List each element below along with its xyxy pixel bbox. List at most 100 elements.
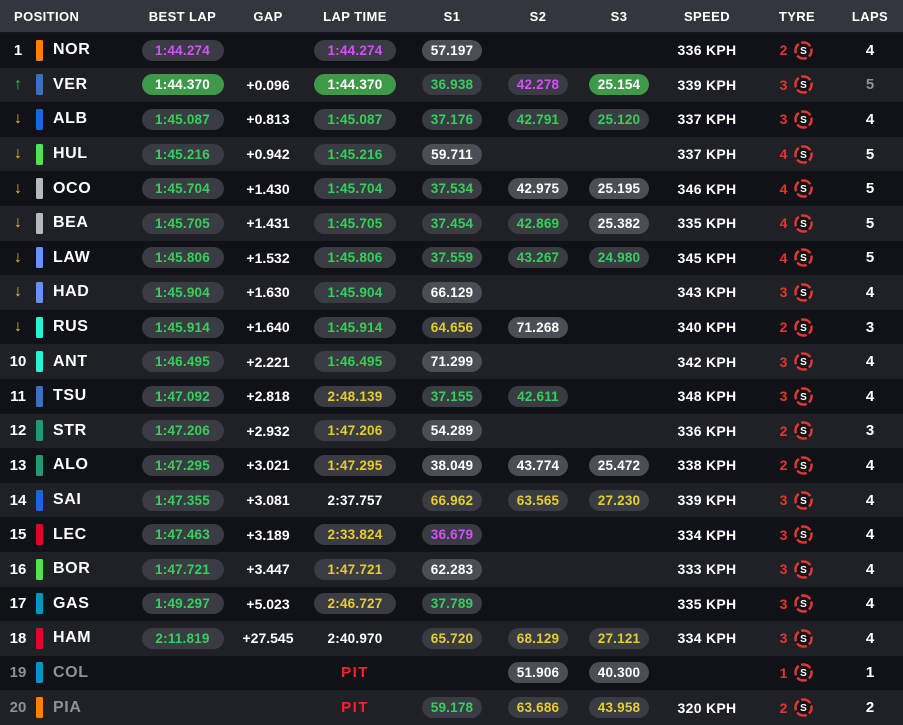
team-color-bar [36,74,43,96]
table-row[interactable]: ↓ RUS 1:45.914 +1.640 1:45.914 64.656 71… [0,309,903,345]
tyre-compound-letter: S [801,115,808,126]
speed-value: 346 KPH [677,180,737,197]
laps-count: 4 [865,560,875,578]
sector1-time: 38.049 [421,454,483,476]
table-row[interactable]: ↓ ALB 1:45.087 +0.813 1:45.087 37.176 42… [0,102,903,137]
speed-value: 335 KPH [677,595,737,612]
driver-code: COL [53,663,89,681]
team-color-bar [36,524,43,546]
speed-value: 334 KPH [677,630,737,647]
tyre-stint-count: 2 [779,319,788,336]
tyre-stint-count: 3 [779,526,788,543]
gap-value: +2.932 [246,422,290,439]
driver-code: ALB [53,110,88,128]
soft-tyre-icon: S [793,490,814,511]
sector3-time: 25.382 [588,212,650,234]
soft-tyre-icon: S [793,144,814,165]
header-best-lap: BEST LAP [148,8,217,24]
driver-code: NOR [53,41,91,59]
header-lap-time: LAP TIME [323,8,387,24]
header-s3: S3 [610,8,628,24]
table-row[interactable]: 13 ALO 1:47.295 +3.021 1:47.295 38.049 4… [0,448,903,483]
tyre-compound-letter: S [801,81,808,92]
best-lap-time: 1:47.721 [141,558,224,580]
laps-count: 4 [865,456,875,474]
best-lap-time: 1:45.087 [141,108,224,130]
best-lap-time: 2:11.819 [141,627,224,649]
position-indicator: 14 [9,491,27,509]
tyre-stint-count: 4 [779,249,788,266]
table-row[interactable]: 17 GAS 1:49.297 +5.023 2:46.727 37.789 3… [0,586,903,622]
table-row[interactable]: 10 ANT 1:46.495 +2.221 1:46.495 71.299 3… [0,344,903,379]
gap-value: +3.447 [246,561,290,578]
soft-tyre-icon: S [793,213,814,234]
table-row[interactable]: ↓ BEA 1:45.705 +1.431 1:45.705 37.454 42… [0,205,903,241]
best-lap-time: 1:45.216 [141,143,224,165]
gap-value: +0.813 [246,111,290,128]
lap-time: 1:45.904 [314,281,396,303]
table-row[interactable]: 1 NOR 1:44.274 1:44.274 57.197 336 KPH 2… [0,33,903,68]
table-row[interactable]: 15 LEC 1:47.463 +3.189 2:33.824 36.679 3… [0,517,903,552]
position-indicator: 10 [9,353,27,371]
table-row[interactable]: 14 SAI 1:47.355 +3.081 2:37.757 66.962 6… [0,482,903,518]
gap-value: +3.189 [246,526,290,543]
table-row[interactable]: ↓ LAW 1:45.806 +1.532 1:45.806 37.559 43… [0,240,903,276]
tyre-compound-letter: S [801,703,808,714]
sector1-time: 57.197 [421,39,483,61]
table-row[interactable]: 18 HAM 2:11.819 +27.545 2:40.970 65.720 … [0,621,903,656]
laps-count: 4 [865,41,875,59]
table-row[interactable]: 16 BOR 1:47.721 +3.447 1:47.721 62.283 3… [0,551,903,587]
table-row[interactable]: 12 STR 1:47.206 +2.932 1:47.206 54.289 3… [0,413,903,449]
sector1-time: 65.720 [421,627,483,649]
table-row[interactable]: ↓ OCO 1:45.704 +1.430 1:45.704 37.534 42… [0,171,903,206]
sector3-time: 25.195 [588,178,650,200]
soft-tyre-icon: S [793,40,814,61]
lap-time: 2:48.139 [314,385,396,407]
gap-value: +0.942 [246,146,290,163]
table-row[interactable]: 19 COL PIT 51.906 40.300 1 S 1 [0,655,903,691]
sector3-time: 27.121 [588,627,650,649]
sector1-time: 71.299 [421,351,483,373]
position-indicator: 13 [9,456,27,474]
gap-value: +0.096 [246,76,290,93]
tyre-stint-count: 3 [779,284,788,301]
soft-tyre-icon: S [793,662,814,683]
sector2-time: 42.278 [507,74,569,96]
best-lap-time: 1:47.463 [141,524,224,546]
tyre-stint-count: 4 [779,146,788,163]
tyre-compound-letter: S [801,565,808,576]
tyre-compound-letter: S [801,530,808,541]
position-indicator: ↓ [14,248,22,266]
soft-tyre-icon: S [793,386,814,407]
table-row[interactable]: ↓ HAD 1:45.904 +1.630 1:45.904 66.129 34… [0,275,903,310]
table-row[interactable]: 20 PIA PIT 59.178 63.686 43.958 320 KPH … [0,690,903,725]
laps-count: 4 [865,283,875,301]
table-row[interactable]: ↑ VER 1:44.370 +0.096 1:44.370 36.938 42… [0,67,903,103]
header-s2: S2 [529,8,547,24]
table-row[interactable]: ↓ HUL 1:45.216 +0.942 1:45.216 59.711 33… [0,136,903,172]
sector1-time: 36.938 [421,74,483,96]
lap-time: 1:45.914 [314,316,396,338]
sector1-time: 66.962 [421,489,483,511]
gap-value: +1.630 [246,284,290,301]
tyre-stint-count: 1 [779,664,788,681]
best-lap-time: 1:45.806 [141,247,224,269]
sector1-time: 36.679 [421,524,483,546]
header-laps: LAPS [851,8,889,24]
tyre-compound-letter: S [801,288,808,299]
sector2-time: 63.686 [507,697,569,719]
tyre-compound-letter: S [801,634,808,645]
tyre-compound-letter: S [801,392,808,403]
lap-time: 1:47.721 [314,558,396,580]
lap-time: 2:40.970 [327,630,383,646]
laps-count: 4 [865,629,875,647]
tyre-stint-count: 2 [779,42,788,59]
best-lap-time: 1:45.914 [141,316,224,338]
sector1-time: 37.454 [421,212,483,234]
lap-time: PIT [341,699,369,717]
position-indicator: 20 [9,699,27,717]
speed-value: 333 KPH [677,561,737,578]
position-indicator: ↓ [14,214,22,232]
soft-tyre-icon: S [793,593,814,614]
table-row[interactable]: 11 TSU 1:47.092 +2.818 2:48.139 37.155 4… [0,378,903,414]
